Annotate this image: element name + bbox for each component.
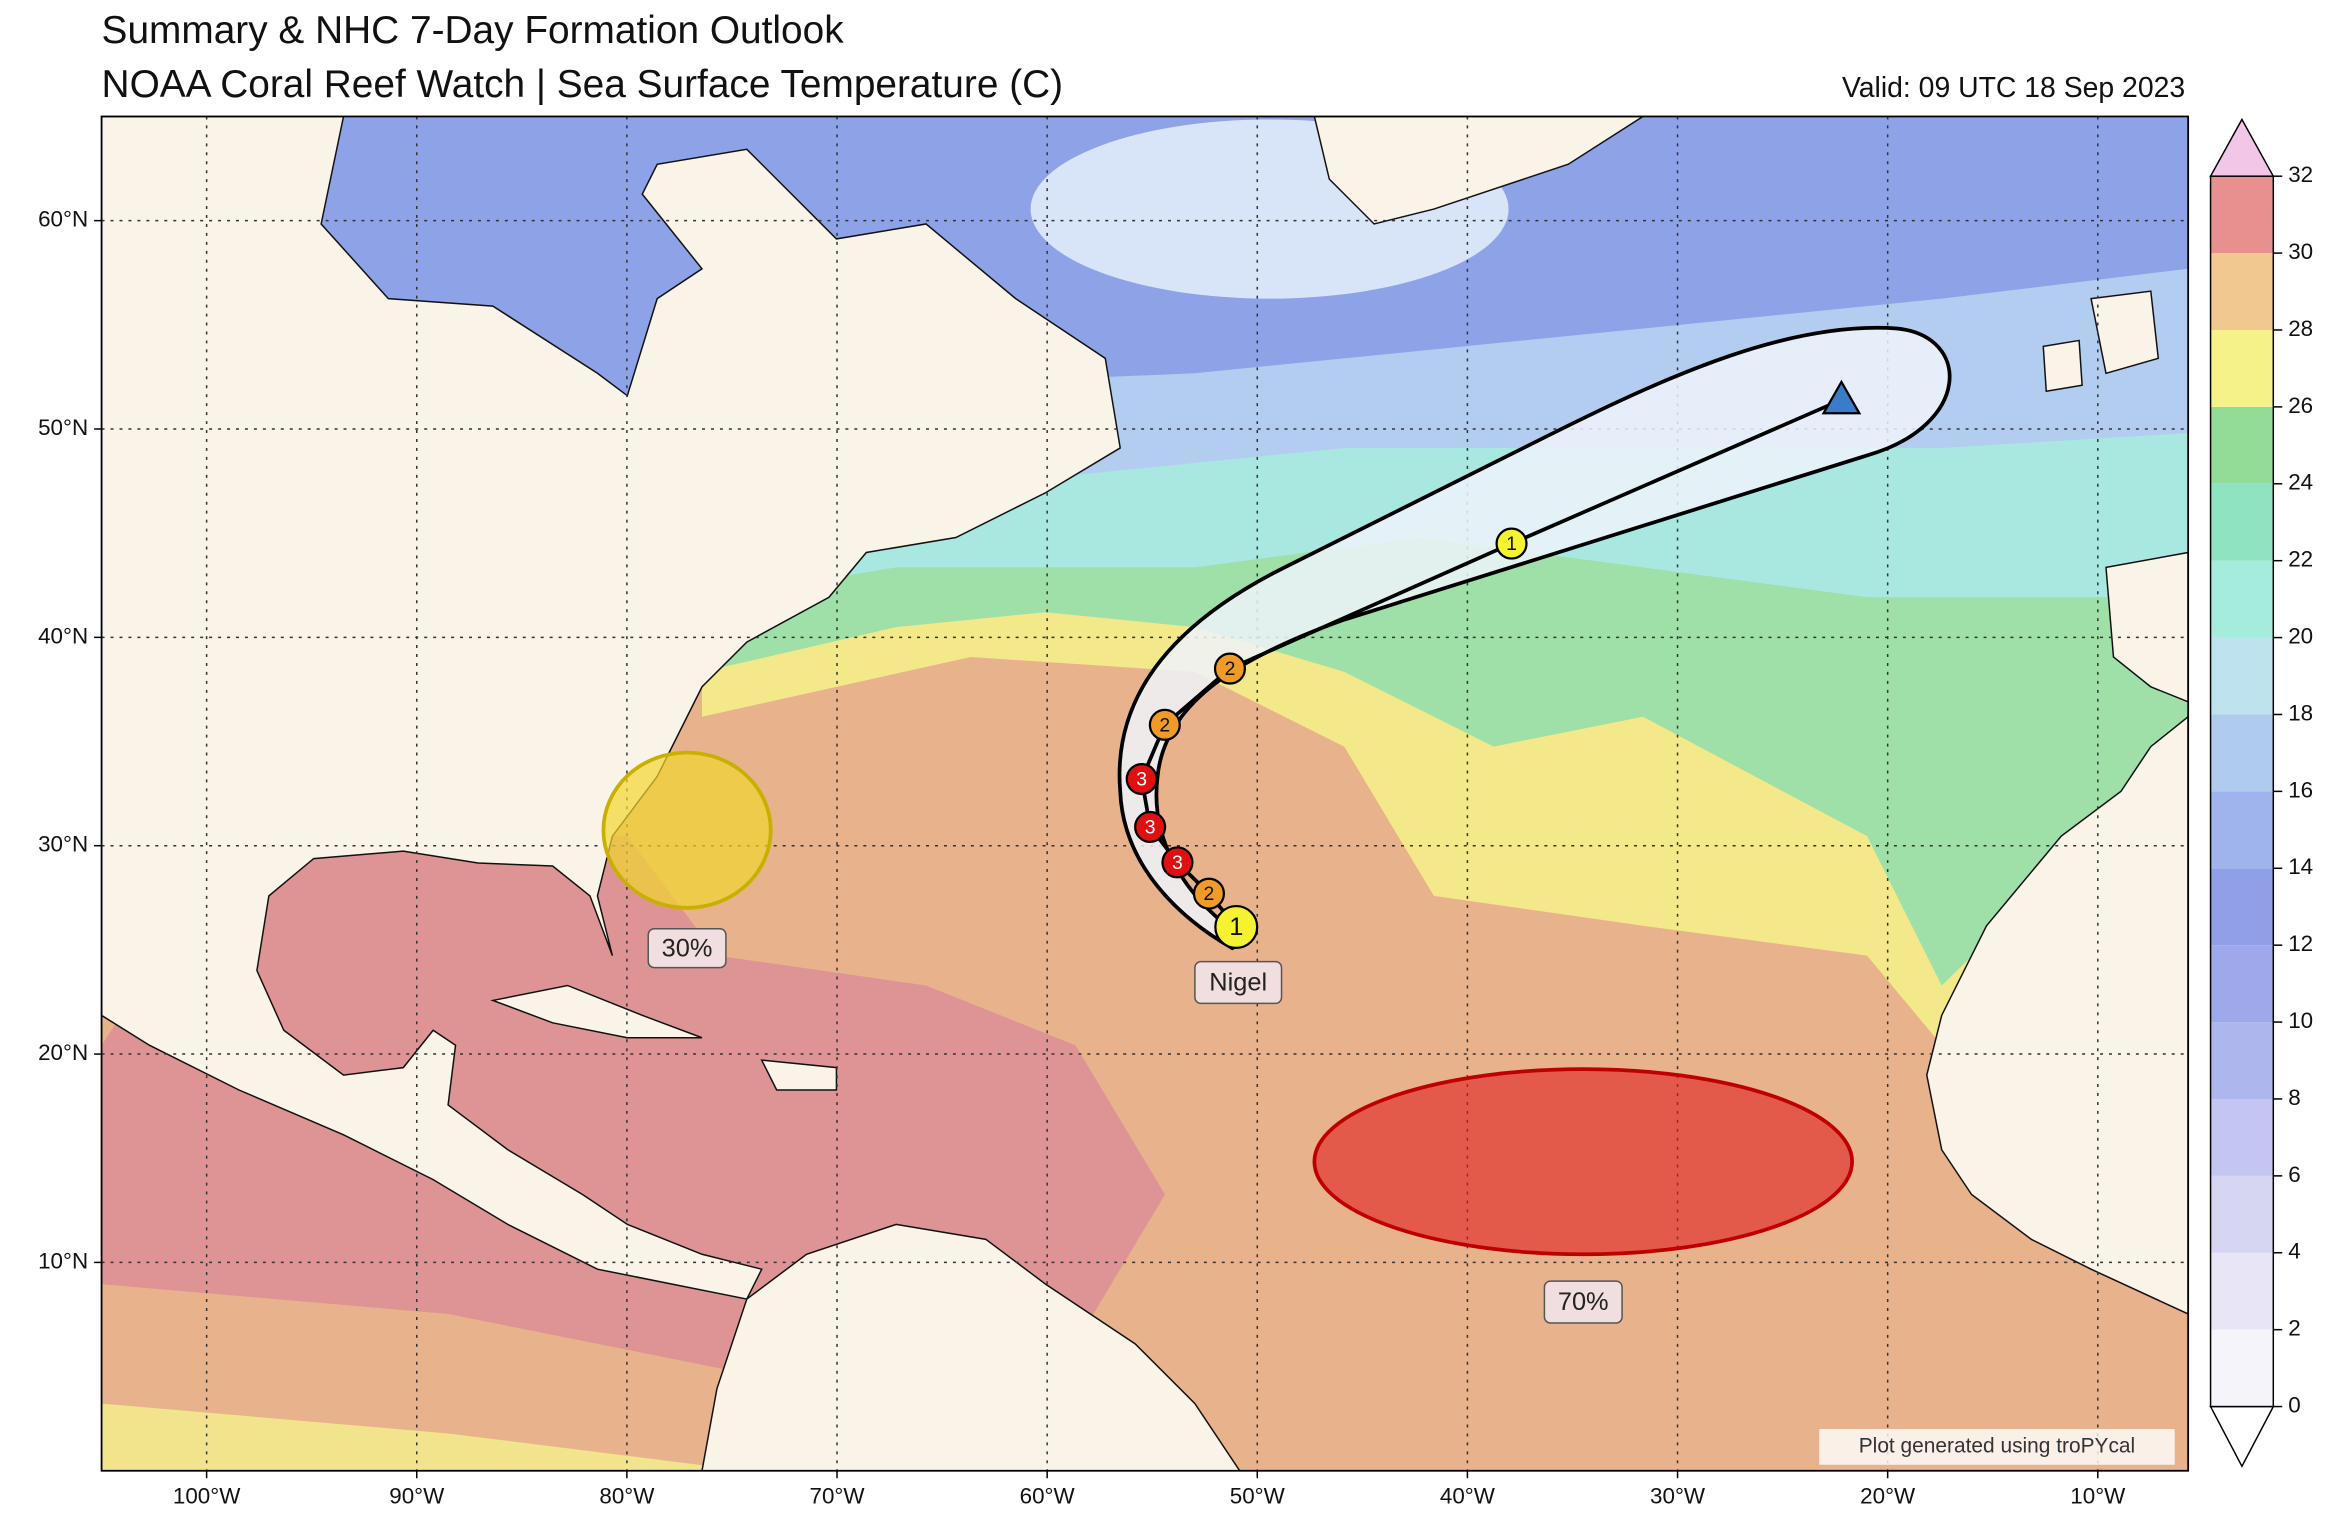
colorbar-swatch bbox=[2210, 945, 2274, 1023]
land bbox=[490, 984, 703, 1039]
colorbar-swatch bbox=[2210, 1329, 2274, 1407]
x-tick-label: 100°W bbox=[173, 1484, 241, 1509]
y-tick-label: 10°N bbox=[38, 1248, 88, 1273]
y-tick-label: 30°N bbox=[38, 832, 88, 857]
plot-frame bbox=[100, 115, 2190, 1472]
forecast-point bbox=[1495, 527, 1528, 560]
category-label: 3 bbox=[1145, 817, 1156, 839]
y-tick-label: 60°N bbox=[38, 207, 88, 232]
colorbar-tick-label: 4 bbox=[2288, 1239, 2300, 1264]
land bbox=[1313, 116, 1645, 225]
extratropical-point bbox=[1821, 379, 1862, 415]
colorbar-swatch bbox=[2210, 1022, 2274, 1099]
category-label: 2 bbox=[1159, 714, 1170, 736]
colorbar-tick-label: 8 bbox=[2288, 1085, 2300, 1110]
colorbar-tick-label: 28 bbox=[2288, 316, 2313, 341]
colorbar-tick-label: 22 bbox=[2288, 547, 2313, 572]
forecast-point bbox=[1148, 708, 1181, 741]
land bbox=[2105, 551, 2189, 703]
colorbar-tick-label: 0 bbox=[2288, 1392, 2300, 1417]
x-tick-label: 40°W bbox=[1440, 1484, 1496, 1509]
outlook-area bbox=[601, 750, 773, 910]
colorbar-tick-label: 26 bbox=[2288, 393, 2313, 418]
colorbar-swatch bbox=[2210, 176, 2274, 254]
colorbar-swatch bbox=[2210, 483, 2274, 561]
colorbar-swatch bbox=[2210, 637, 2274, 715]
credit: Plot generated using troPYcal bbox=[1859, 1434, 2135, 1457]
outlook-percent: 70% bbox=[1558, 1288, 1609, 1316]
colorbar-tick-label: 32 bbox=[2288, 162, 2313, 187]
colorbar-swatch bbox=[2210, 868, 2274, 946]
colorbar-tick-label: 2 bbox=[2288, 1316, 2300, 1341]
category-label: 1 bbox=[1506, 533, 1517, 555]
category-label: 2 bbox=[1225, 658, 1236, 680]
forecast-point bbox=[1125, 762, 1158, 796]
subtitle: NOAA Coral Reef Watch | Sea Surface Temp… bbox=[102, 63, 1064, 106]
sst-zone bbox=[101, 1403, 747, 1471]
colorbar-tick-label: 16 bbox=[2288, 777, 2313, 802]
colorbar-swatch bbox=[2210, 791, 2274, 869]
x-tick-label: 50°W bbox=[1230, 1484, 1286, 1509]
credit-box bbox=[1819, 1428, 2175, 1465]
forecast-point bbox=[1213, 652, 1247, 685]
title: Summary & NHC 7-Day Formation Outlook bbox=[102, 9, 845, 52]
colorbar-tick-label: 12 bbox=[2288, 931, 2313, 956]
x-tick-label: 80°W bbox=[599, 1484, 655, 1509]
label-box bbox=[1543, 1280, 1623, 1324]
outlook-label: 70% bbox=[1543, 1280, 1623, 1324]
forecast-point bbox=[1134, 810, 1167, 844]
colorbar-tick-label: 20 bbox=[2288, 624, 2313, 649]
colorbar-tick-label: 14 bbox=[2288, 854, 2313, 879]
y-tick-label: 40°N bbox=[38, 623, 88, 648]
forecast-cone bbox=[1117, 325, 1952, 951]
forecast-point bbox=[1192, 877, 1226, 910]
outlook-percent: 30% bbox=[662, 934, 713, 962]
colorbar-tick-label: 6 bbox=[2288, 1162, 2300, 1187]
colorbar-swatch bbox=[2210, 253, 2274, 330]
colorbar-swatch bbox=[2210, 1098, 2274, 1176]
x-tick-label: 10°W bbox=[2070, 1484, 2126, 1509]
storm-label: Nigel bbox=[1194, 960, 1283, 1005]
outlook-label: 30% bbox=[647, 928, 727, 969]
forecast-point bbox=[1161, 846, 1194, 879]
outlook-area bbox=[1312, 1067, 1854, 1257]
y-tick-label: 50°N bbox=[38, 415, 88, 440]
x-tick-label: 60°W bbox=[1020, 1484, 1076, 1509]
colorbar-swatch bbox=[2210, 1252, 2274, 1330]
category-label: 3 bbox=[1172, 852, 1183, 874]
category-label: 2 bbox=[1204, 883, 1215, 905]
label-box bbox=[647, 928, 727, 969]
land bbox=[2042, 339, 2083, 393]
colorbar-swatch bbox=[2210, 714, 2274, 792]
colorbar-swatch bbox=[2210, 1175, 2274, 1253]
land bbox=[760, 1059, 838, 1091]
category-label: 3 bbox=[1136, 769, 1147, 791]
colorbar-swatch bbox=[2210, 560, 2274, 638]
land bbox=[1926, 715, 2189, 1315]
colorbar-tick-label: 10 bbox=[2288, 1008, 2313, 1033]
storm-name: Nigel bbox=[1209, 969, 1267, 997]
colorbar-tick-label: 24 bbox=[2288, 470, 2313, 495]
label-box bbox=[1194, 960, 1283, 1005]
x-tick-label: 90°W bbox=[389, 1484, 445, 1509]
x-tick-label: 20°W bbox=[1860, 1484, 1916, 1509]
colorbar-swatch bbox=[2210, 406, 2274, 484]
y-tick-label: 20°N bbox=[38, 1040, 88, 1065]
land bbox=[2090, 290, 2160, 375]
x-tick-label: 30°W bbox=[1650, 1484, 1706, 1509]
colorbar-swatch bbox=[2210, 329, 2274, 407]
category-label: 1 bbox=[1229, 913, 1243, 941]
colorbar-tick-label: 30 bbox=[2288, 239, 2313, 264]
colorbar-tick-label: 18 bbox=[2288, 700, 2313, 725]
forecast-point bbox=[1214, 904, 1259, 949]
x-tick-label: 70°W bbox=[810, 1484, 866, 1509]
valid-time: Valid: 09 UTC 18 Sep 2023 bbox=[1842, 72, 2185, 104]
